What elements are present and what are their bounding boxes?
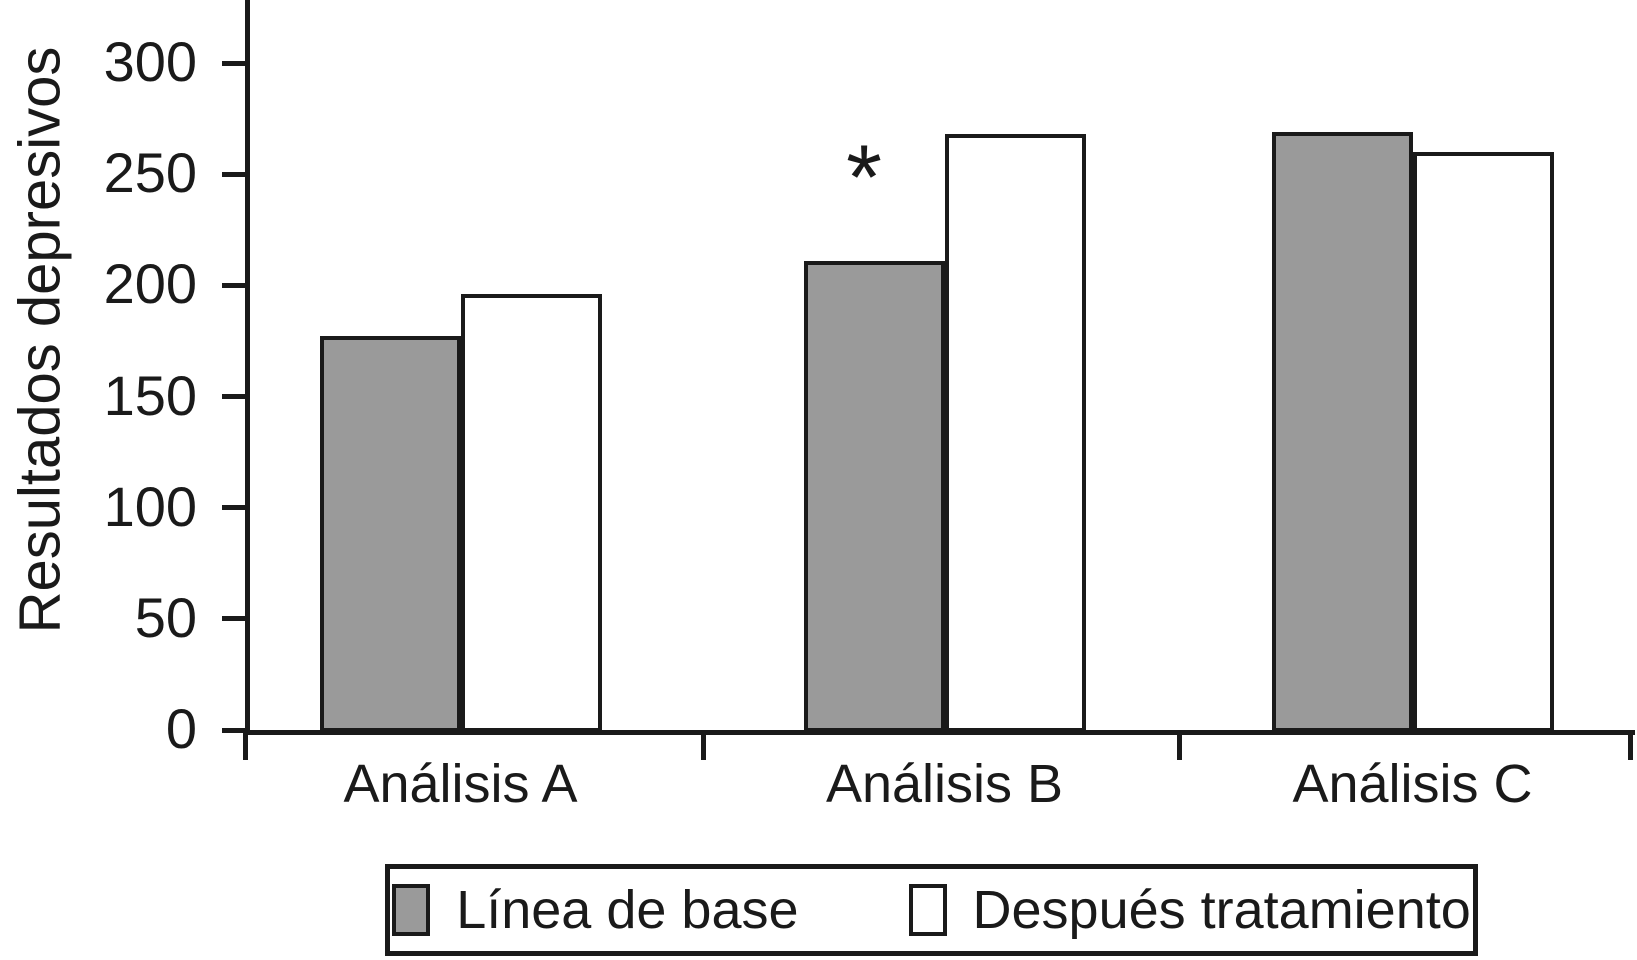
legend-swatch [908, 884, 947, 936]
legend-swatch [392, 884, 431, 936]
legend-entry: Línea de base [392, 880, 799, 940]
category-label: Análisis B [825, 754, 1064, 814]
y-tick [222, 727, 245, 733]
y-tick-label: 200 [103, 252, 197, 316]
y-tick [222, 171, 245, 177]
y-axis-title: Resultados depresivos [7, 46, 73, 634]
x-axis-line [245, 730, 1635, 735]
y-tick [222, 60, 245, 66]
y-tick-label: 0 [165, 697, 197, 760]
bar [460, 294, 602, 732]
y-tick [222, 505, 245, 511]
category-label: Análisis C [1292, 754, 1533, 814]
x-tick [700, 730, 706, 760]
y-tick-label: 100 [103, 474, 197, 538]
x-tick [242, 730, 248, 760]
category-label: Análisis A [343, 754, 578, 814]
y-tick-label: 250 [103, 141, 197, 205]
significance-asterisk: * [846, 127, 882, 229]
legend-label: Después tratamiento [972, 880, 1471, 940]
legend-label: Línea de base [456, 880, 799, 940]
y-tick [222, 616, 245, 622]
y-tick-label: 300 [103, 30, 197, 93]
legend-entry: Después tratamiento [908, 880, 1471, 940]
x-tick [1176, 730, 1182, 760]
legend: Línea de base Después tratamiento [385, 864, 1478, 956]
bar [803, 260, 945, 732]
bar [944, 133, 1086, 732]
y-axis-line [245, 0, 250, 735]
y-tick [222, 394, 245, 399]
bar [319, 336, 461, 732]
y-tick [222, 282, 245, 288]
y-tick-label: 50 [134, 585, 197, 649]
bar [1271, 131, 1413, 732]
bar [1412, 151, 1554, 732]
x-tick [1627, 730, 1633, 760]
y-tick-label: 150 [103, 363, 197, 427]
